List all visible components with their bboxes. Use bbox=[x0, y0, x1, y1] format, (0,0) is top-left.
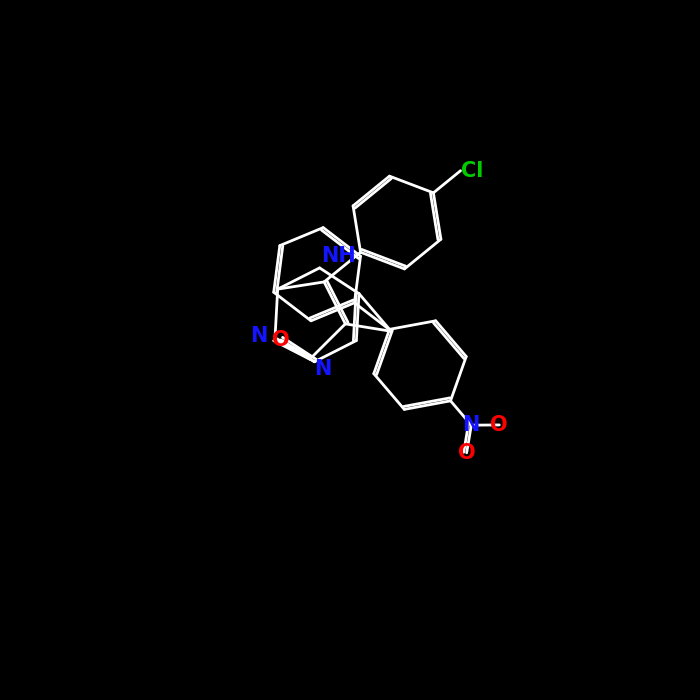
Text: NH: NH bbox=[321, 246, 356, 266]
Text: N: N bbox=[463, 415, 480, 435]
Text: N: N bbox=[250, 326, 267, 346]
Text: O: O bbox=[458, 443, 475, 463]
Text: N: N bbox=[314, 359, 331, 379]
Text: O: O bbox=[491, 415, 508, 435]
Text: O: O bbox=[272, 330, 290, 350]
Text: Cl: Cl bbox=[461, 161, 483, 181]
